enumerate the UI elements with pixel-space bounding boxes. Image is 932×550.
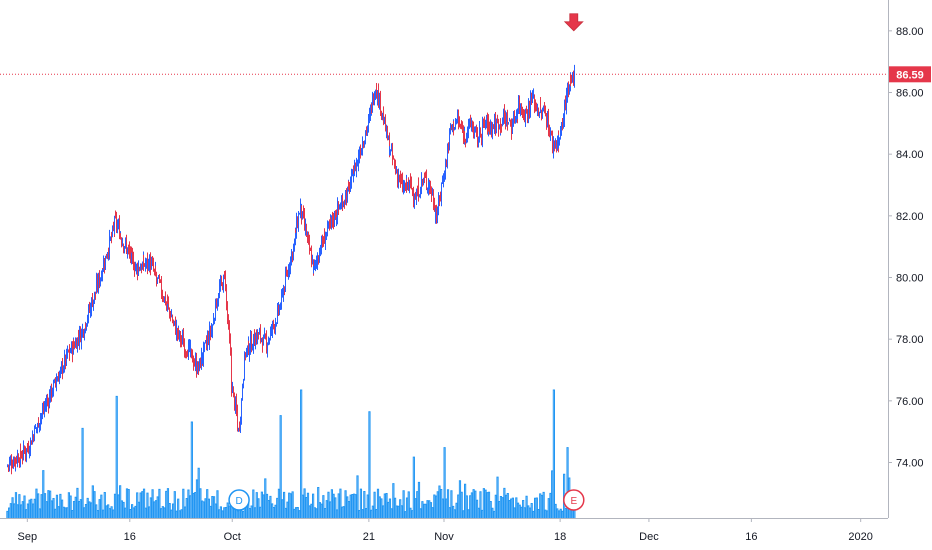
x-tick-label: 2020	[848, 531, 872, 543]
candlesticks	[7, 64, 575, 475]
last-price-label: 86.59	[896, 69, 924, 81]
y-tick-label: 76.00	[896, 396, 924, 408]
x-tick-label: 18	[554, 531, 566, 543]
x-tick-label: Oct	[224, 531, 241, 543]
overlays: 86.59 D E	[0, 13, 931, 511]
y-tick-label: 78.00	[896, 334, 924, 346]
y-tick-label: 74.00	[896, 458, 924, 470]
dividend-marker-label: D	[235, 496, 242, 507]
x-tick-label: Sep	[18, 531, 38, 543]
arrow-down-icon	[563, 13, 584, 32]
earnings-marker-label: E	[570, 496, 577, 507]
volume-bars	[6, 389, 576, 519]
volume-series	[6, 389, 576, 519]
earnings-marker	[563, 489, 585, 511]
y-tick-label: 84.00	[896, 149, 924, 161]
x-tick-label: 16	[124, 531, 136, 543]
last-price-tag	[889, 66, 931, 83]
y-tick-label: 82.00	[896, 211, 924, 223]
x-tick-label: 21	[363, 531, 375, 543]
dividend-marker	[228, 489, 250, 511]
x-tick-label: Nov	[434, 531, 454, 543]
x-tick-label: Dec	[639, 531, 659, 543]
x-tick-label: 16	[745, 531, 757, 543]
axes: 74.00 76.00 78.00 80.00 82.00 84.00 86.00 88.00…	[0, 0, 924, 543]
y-tick-label: 86.00	[896, 88, 924, 100]
y-tick-label: 88.00	[896, 26, 924, 38]
y-tick-label: 80.00	[896, 273, 924, 285]
